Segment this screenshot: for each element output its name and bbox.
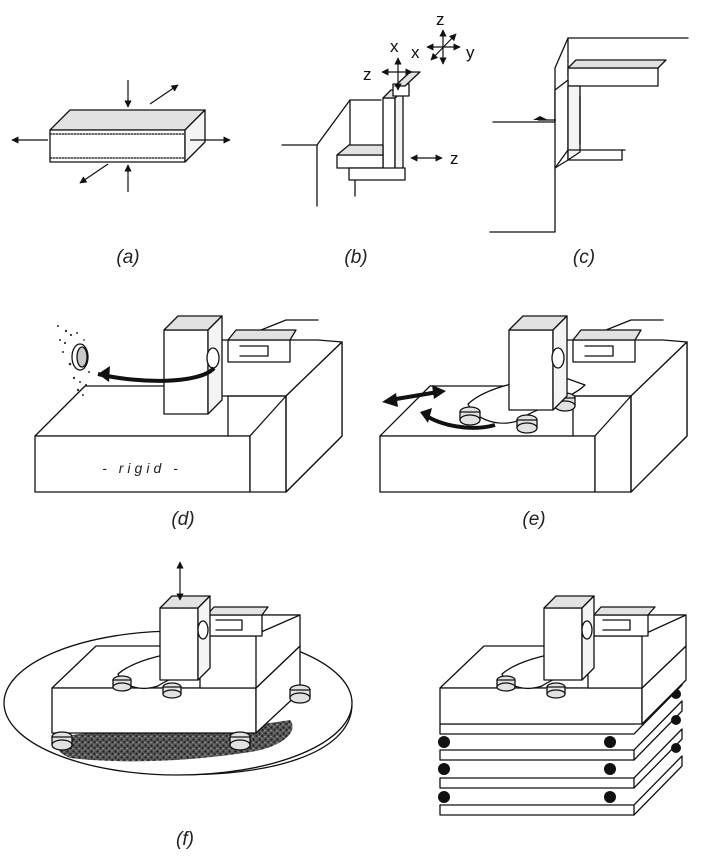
panel-b-bracket: x z z x y z (b) xyxy=(281,10,475,268)
panel-stacked-isolation xyxy=(438,595,687,816)
panel-c-cantilever: (c) xyxy=(489,37,689,268)
panel-d-rigid-setup: - rigid - (d) xyxy=(34,315,343,530)
ledge-outline xyxy=(281,144,318,207)
axis-x-top: x xyxy=(390,37,399,56)
sample-block-stack xyxy=(543,607,583,681)
panel-f-bowl-setup: (f) xyxy=(3,561,353,850)
rigid-label: - rigid - xyxy=(102,460,182,476)
panel-c-caption: (c) xyxy=(573,247,595,268)
axis-z-right: z xyxy=(450,149,459,168)
sample-block-f xyxy=(159,607,199,681)
sheet-side-face xyxy=(184,109,206,163)
axis-y-compass: y xyxy=(466,43,475,62)
sheet-top-face xyxy=(49,109,206,131)
panel-e-caption: (e) xyxy=(522,509,545,530)
panel-a-caption: (a) xyxy=(116,247,139,268)
stretch-arrow-front xyxy=(79,163,109,184)
axis-z-compass: z xyxy=(436,10,445,29)
bracket-foot xyxy=(336,154,384,169)
panel-a-strain-gauge: (a) xyxy=(11,80,231,268)
stretch-arrow-back xyxy=(149,84,179,105)
sample-block-e xyxy=(508,329,554,411)
panel-b-caption: (b) xyxy=(344,247,367,268)
base-e-front xyxy=(379,435,596,493)
panel-f-caption: (f) xyxy=(176,829,194,850)
axis-z-left: z xyxy=(363,65,372,84)
axis-x-compass: x xyxy=(411,43,420,62)
panel-d-caption: (d) xyxy=(171,509,194,530)
sample-block xyxy=(163,329,209,415)
bracket-upright xyxy=(382,97,396,179)
cantilever-arm xyxy=(567,67,659,87)
panel-e-damped-setup: (e) xyxy=(379,315,688,530)
sheet-front-face xyxy=(49,129,186,163)
